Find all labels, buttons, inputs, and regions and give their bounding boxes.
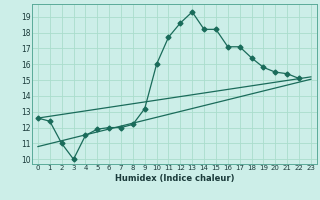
X-axis label: Humidex (Indice chaleur): Humidex (Indice chaleur) [115, 174, 234, 183]
